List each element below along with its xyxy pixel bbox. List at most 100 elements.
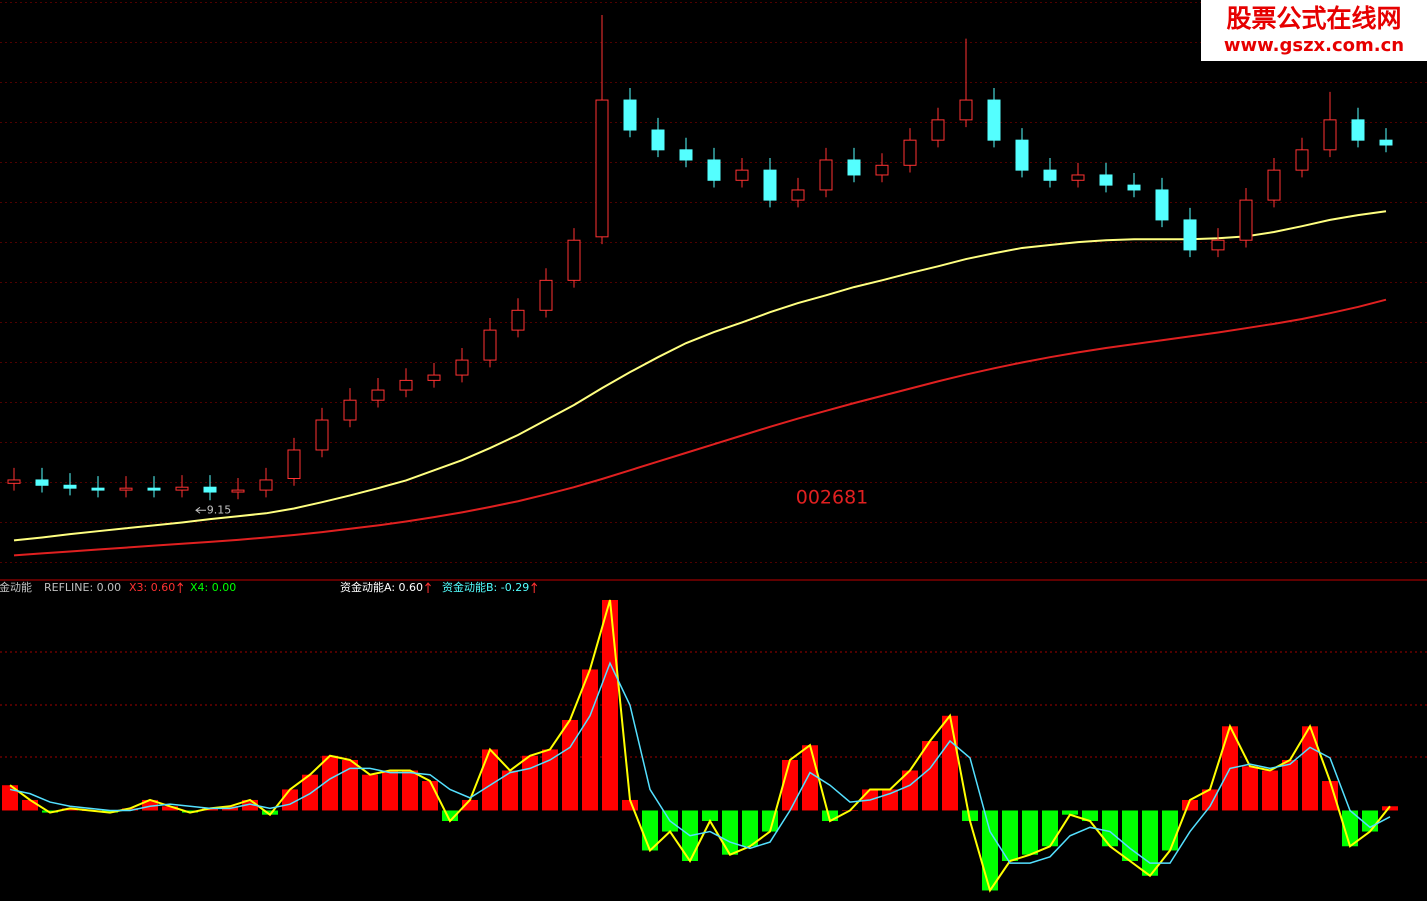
histogram-bar bbox=[1342, 810, 1358, 847]
low-label: 9.15 bbox=[207, 503, 232, 516]
candle-body bbox=[343, 399, 357, 421]
candle-body bbox=[959, 99, 973, 121]
histogram-bar bbox=[1062, 810, 1078, 815]
histogram-bar bbox=[62, 808, 78, 811]
histogram-bar bbox=[1142, 810, 1158, 876]
candle-body bbox=[931, 119, 945, 141]
histogram-bar bbox=[202, 808, 218, 811]
histogram-bar bbox=[262, 810, 278, 815]
legend-entry: 资金动能B: -0.29 bbox=[442, 580, 529, 594]
histogram-bar bbox=[322, 755, 338, 811]
candle-body bbox=[1155, 189, 1169, 221]
candle-body bbox=[427, 374, 441, 381]
candle-body bbox=[707, 159, 721, 181]
legend-entry: X4: 0.00 bbox=[190, 581, 236, 594]
candle-body bbox=[119, 487, 133, 491]
candle-body bbox=[175, 486, 189, 491]
histogram-bar bbox=[782, 759, 798, 811]
arrow-up bbox=[425, 582, 431, 593]
histogram-bar bbox=[1262, 770, 1278, 811]
histogram-bar bbox=[342, 759, 358, 811]
histogram-bar bbox=[2, 785, 18, 811]
candle-body bbox=[1043, 169, 1057, 181]
candle-body bbox=[91, 487, 105, 491]
arrow-up bbox=[531, 582, 538, 593]
histogram-bar bbox=[102, 810, 118, 813]
candle-body bbox=[1071, 174, 1085, 181]
histogram-bar bbox=[442, 810, 458, 822]
histogram-bar bbox=[562, 719, 578, 811]
watermark-title: 股票公式在线网 bbox=[1226, 4, 1401, 33]
histogram-bar bbox=[242, 799, 258, 811]
candle-body bbox=[63, 484, 77, 489]
candle-body bbox=[791, 189, 805, 201]
candle-body bbox=[623, 99, 637, 131]
histogram-bar bbox=[282, 789, 298, 811]
histogram-bar bbox=[582, 669, 598, 811]
histogram-bar bbox=[1242, 766, 1258, 811]
candle-body bbox=[1211, 239, 1225, 251]
watermark-url: www.gszx.com.cn bbox=[1224, 35, 1404, 56]
candle-body bbox=[1267, 169, 1281, 201]
histogram-bar bbox=[422, 781, 438, 811]
candle-body bbox=[259, 479, 273, 491]
histogram-bar bbox=[182, 810, 198, 813]
candle-body bbox=[483, 329, 497, 361]
histogram-bar bbox=[1362, 810, 1378, 832]
candle-body bbox=[399, 379, 413, 391]
candle-body bbox=[847, 159, 861, 176]
candle-body bbox=[147, 487, 161, 491]
histogram-bar bbox=[922, 741, 938, 811]
candle-body bbox=[35, 479, 49, 486]
histogram-bar bbox=[22, 799, 38, 811]
histogram-bar bbox=[822, 810, 838, 822]
low-arrow bbox=[195, 506, 206, 514]
candle-body bbox=[819, 159, 833, 191]
histogram-bar bbox=[122, 808, 138, 811]
candle-body bbox=[987, 99, 1001, 141]
signal-line bbox=[9, 661, 1391, 864]
candle-body bbox=[287, 449, 301, 480]
histogram-bar bbox=[302, 774, 318, 811]
candle-body bbox=[1295, 149, 1309, 171]
legend-entry: REFLINE: 0.00 bbox=[44, 581, 121, 594]
histogram-bar bbox=[722, 810, 738, 855]
histogram-bar bbox=[1182, 799, 1198, 811]
moving-average bbox=[13, 298, 1387, 557]
histogram-bar bbox=[522, 755, 538, 811]
moving-average bbox=[13, 210, 1387, 542]
histogram-bar bbox=[1162, 810, 1178, 851]
candle-body bbox=[679, 149, 693, 161]
candle-body bbox=[567, 239, 581, 281]
histogram-bar bbox=[1302, 726, 1318, 811]
histogram-bar bbox=[542, 749, 558, 811]
candle-body bbox=[1239, 199, 1253, 241]
candle-body bbox=[1323, 119, 1337, 151]
histogram-bar bbox=[1102, 810, 1118, 847]
candle-body bbox=[595, 99, 609, 238]
candle-body bbox=[1099, 174, 1113, 186]
histogram-bar bbox=[1322, 781, 1338, 811]
histogram-bar bbox=[142, 799, 158, 811]
histogram-bar bbox=[382, 770, 398, 811]
candle-body bbox=[203, 486, 217, 493]
histogram-bar bbox=[1382, 806, 1398, 811]
histogram-bar bbox=[902, 770, 918, 811]
candle-body bbox=[1183, 219, 1197, 251]
candle-body bbox=[455, 359, 469, 376]
histogram-bar bbox=[702, 810, 718, 822]
candle-body bbox=[875, 164, 889, 176]
candle-body bbox=[1127, 184, 1141, 191]
histogram-bar bbox=[982, 810, 998, 891]
candle-body bbox=[651, 129, 665, 151]
histogram-bar bbox=[162, 806, 178, 811]
histogram-bar bbox=[362, 774, 378, 811]
histogram-bar bbox=[802, 745, 818, 811]
histogram-bar bbox=[462, 799, 478, 811]
candle-body bbox=[539, 279, 553, 311]
histogram-bar bbox=[602, 600, 618, 811]
histogram-bar bbox=[1202, 789, 1218, 811]
candle-body bbox=[7, 479, 21, 484]
